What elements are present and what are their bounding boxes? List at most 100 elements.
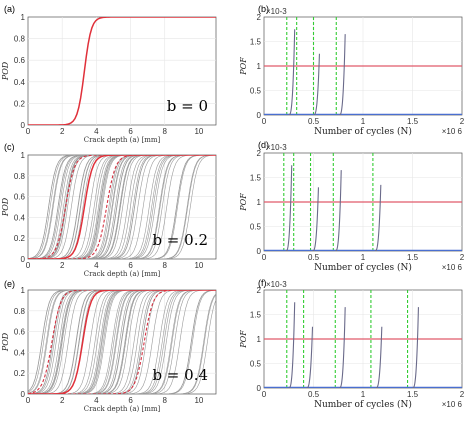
x-tick-label: 8 — [163, 261, 168, 270]
x-tick-label: 1 — [361, 390, 366, 399]
y-tick-label: 0.8 — [14, 307, 26, 316]
y-tick-label: 2 — [257, 13, 262, 22]
x-tick-label: 8 — [163, 396, 168, 405]
pod-sample-curve — [28, 155, 216, 259]
x-tick-label: 0 — [26, 127, 31, 136]
pod-sample-curve — [28, 290, 216, 394]
y-tick-label: 0 — [257, 384, 262, 393]
y-tick-label: 0.8 — [14, 172, 26, 181]
pod-sample-curve — [28, 290, 216, 394]
x-tick-label: 0 — [262, 390, 267, 399]
pod-sample-curve — [28, 290, 216, 394]
pod-sample-curve — [28, 290, 216, 394]
pod-upper-bound — [28, 155, 216, 259]
y-tick-label: 0.8 — [14, 35, 26, 44]
pof-curve — [288, 302, 296, 388]
y-tick-label: 0.6 — [14, 328, 26, 337]
x-tick-label: 2 — [460, 117, 465, 126]
y-tick-label: 0 — [21, 390, 26, 399]
y-tick-label: 1.5 — [250, 174, 262, 183]
y-tick-label: 1 — [21, 286, 26, 295]
pod-sample-curve — [28, 155, 216, 259]
pof-curve — [374, 184, 382, 251]
x-tick-label: 2 — [60, 261, 65, 270]
pod-mean-curve — [28, 155, 216, 259]
pod-sample-curve — [28, 290, 216, 394]
panel-label: (f) — [258, 278, 267, 288]
x-tick-label: 10 — [194, 261, 203, 270]
x-tick-label: 4 — [94, 127, 99, 136]
x-multiplier: ×10 6 — [442, 400, 463, 409]
pod-sample-curve — [28, 290, 216, 394]
pof-curve — [375, 326, 383, 388]
plot-content — [264, 17, 462, 115]
x-tick-label: 4 — [94, 396, 99, 405]
x-tick-label: 8 — [163, 127, 168, 136]
pof-curve — [335, 170, 342, 251]
pod-sample-curve — [28, 155, 216, 259]
pod-sample-curve — [28, 290, 216, 394]
pod-sample-curve — [28, 155, 216, 259]
y-multiplier: ×10-3 — [266, 280, 287, 289]
pod-sample-curve — [28, 290, 216, 394]
pod-sample-curve — [28, 290, 216, 394]
pod-sample-curve — [28, 155, 216, 259]
pod-sample-curve — [28, 155, 216, 259]
plot-content — [28, 17, 216, 125]
pod-sample-curve — [28, 155, 216, 259]
x-tick-label: 0 — [26, 396, 31, 405]
pod-sample-curve — [28, 155, 216, 259]
pod-sample-curve — [28, 290, 216, 394]
pod-sample-curve — [28, 155, 216, 259]
pod-sample-curve — [28, 290, 216, 394]
y-axis-label: POF — [239, 193, 248, 212]
b-annotation: b = 0.2 — [152, 231, 208, 249]
x-tick-label: 1.5 — [407, 253, 419, 262]
x-tick-label: 0 — [26, 261, 31, 270]
pod-sample-curve — [28, 290, 216, 394]
panel-c: (c) 0 2 4 6 8 10 0 0.2 0.4 0.6 0.8 1 POD Crack depth (… — [1, 142, 217, 278]
plot-content — [28, 155, 216, 259]
panel-label: (d) — [258, 140, 269, 150]
y-tick-label: 0.6 — [14, 193, 26, 202]
y-axis-label: POF — [239, 57, 248, 76]
y-tick-label: 0 — [21, 121, 26, 130]
pod-lower-bound — [28, 290, 216, 394]
b-annotation: b = 0 — [167, 97, 208, 115]
y-tick-label: 1 — [21, 151, 26, 160]
y-axis-label: POD — [1, 197, 10, 217]
panel-label: (e) — [4, 279, 15, 289]
b-annotation: b = 0.4 — [152, 366, 208, 384]
panel-e: (e) 0 2 4 6 8 10 0 0.2 0.4 0.6 0.8 1 POD Crack depth (… — [1, 279, 217, 413]
pof-curve — [339, 307, 346, 388]
pof-curve — [313, 53, 320, 115]
y-tick-label: 0.5 — [250, 360, 262, 369]
x-tick-label: 1.5 — [407, 117, 419, 126]
x-tick-label: 2 — [460, 253, 465, 262]
y-tick-label: 2 — [257, 149, 262, 158]
plot-content — [264, 290, 462, 388]
y-tick-label: 0.2 — [14, 369, 26, 378]
x-axis-label: Crack depth (a) [mm] — [84, 270, 161, 278]
x-tick-label: 0.5 — [308, 253, 320, 262]
panel-label: (c) — [4, 142, 15, 152]
pod-sample-curve — [28, 290, 216, 394]
y-tick-label: 0.2 — [14, 234, 26, 243]
x-tick-label: 0 — [262, 253, 267, 262]
x-tick-label: 2 — [460, 390, 465, 399]
x-tick-label: 10 — [194, 396, 203, 405]
pod-sample-curve — [28, 155, 216, 259]
pod-sample-curve — [28, 290, 216, 394]
y-tick-label: 0.4 — [14, 78, 26, 87]
pod-sample-curve — [28, 155, 216, 259]
y-axis-label: POD — [1, 332, 10, 352]
pod-sample-curve — [28, 293, 216, 394]
pod-sample-curve — [28, 155, 216, 259]
y-axis-label: POD — [1, 61, 10, 81]
panel-label: (b) — [258, 4, 269, 14]
y-tick-label: 0.6 — [14, 56, 26, 65]
y-tick-label: 1.5 — [250, 38, 262, 47]
y-tick-label: 0 — [257, 111, 262, 120]
x-tick-label: 0.5 — [308, 390, 320, 399]
